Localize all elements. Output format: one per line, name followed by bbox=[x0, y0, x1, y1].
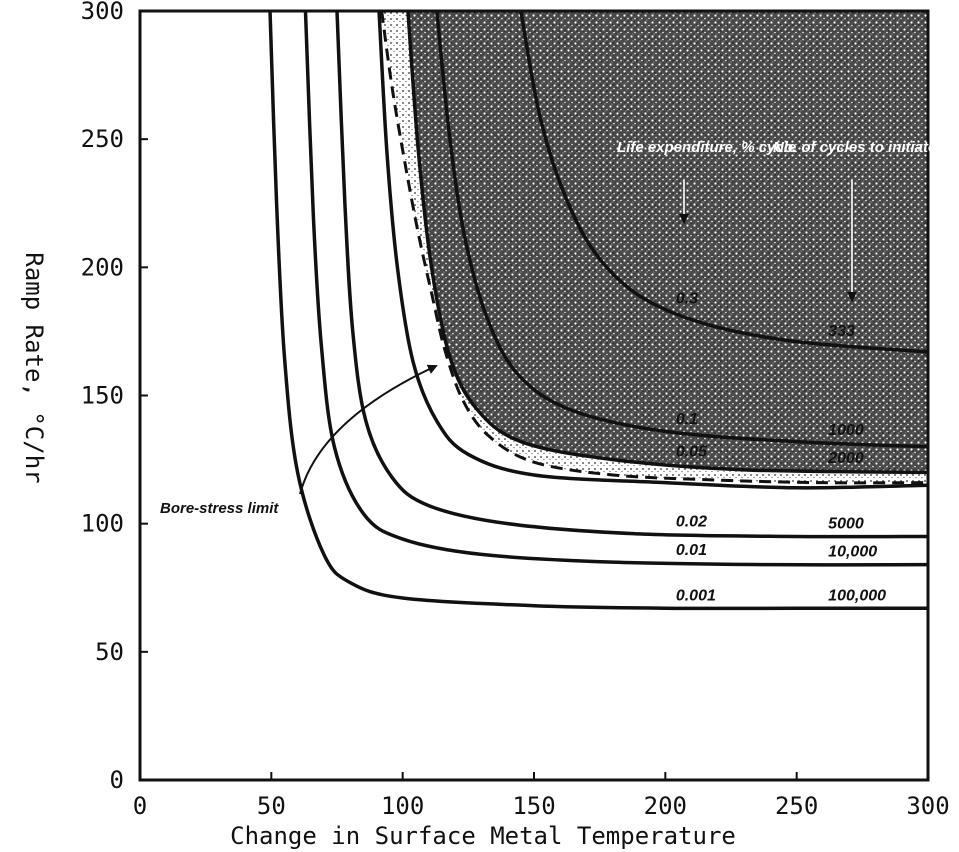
y-tick-label: 100 bbox=[81, 510, 124, 538]
y-tick-label: 50 bbox=[95, 638, 124, 666]
life-expenditure-label: 0.1 bbox=[676, 411, 698, 428]
series-line bbox=[406, 10, 929, 475]
x-tick-label: 300 bbox=[906, 792, 949, 820]
y-tick-label: 0 bbox=[110, 766, 124, 794]
curves bbox=[268, 10, 929, 611]
x-tick-label: 250 bbox=[775, 792, 818, 820]
cycles-label: 5000 bbox=[828, 515, 864, 532]
bore-stress-limit-curve bbox=[380, 10, 929, 485]
shaded-region-dark bbox=[407, 11, 928, 473]
life-expenditure-label: 0.01 bbox=[676, 542, 707, 559]
series-line bbox=[435, 10, 929, 449]
series-line bbox=[519, 10, 929, 354]
y-tick-label: 200 bbox=[81, 253, 124, 281]
x-tick-label: 50 bbox=[257, 792, 286, 820]
x-tick-label: 200 bbox=[644, 792, 687, 820]
bore-stress-annotation: Bore-stress limit bbox=[160, 364, 438, 517]
series-line bbox=[377, 10, 929, 490]
series-line bbox=[268, 10, 928, 611]
y-axis-title: Ramp Rate, °C/hr bbox=[20, 252, 48, 483]
curve-labels: 0.001 100,000 0.01 10,000 0.02 5000 0.05 2000 0.… bbox=[676, 290, 886, 604]
y-tick-label: 300 bbox=[81, 0, 124, 25]
series-line bbox=[335, 10, 929, 539]
shaded-region bbox=[381, 11, 928, 483]
cycles-label: 333 bbox=[828, 323, 855, 340]
y-tick-label: 250 bbox=[81, 125, 124, 153]
bore-stress-label: Bore-stress limit bbox=[160, 500, 279, 517]
life-expenditure-label: 0.05 bbox=[676, 444, 708, 461]
life-expenditure-label: 0.001 bbox=[676, 587, 716, 604]
life-expenditure-label: 0.02 bbox=[676, 514, 707, 531]
series-line bbox=[303, 10, 929, 567]
y-tick-label: 150 bbox=[81, 382, 124, 410]
x-tick-label: 100 bbox=[381, 792, 424, 820]
cycles-label: 2000 bbox=[827, 450, 864, 467]
legend-header: Life expenditure, % cycle No. of cycles … bbox=[617, 139, 959, 302]
x-axis-ticks: 0 50 100 150 200 250 300 bbox=[133, 772, 950, 820]
life-expenditure-label: 0.3 bbox=[676, 290, 698, 307]
cycles-label: 1000 bbox=[828, 422, 864, 439]
x-tick-label: 0 bbox=[133, 792, 147, 820]
legend-cycles-to-crack: No. of cycles to initiate a crack bbox=[773, 139, 959, 156]
bore-stress-arrow bbox=[299, 364, 438, 495]
x-axis-title: Change in Surface Metal Temperature bbox=[230, 822, 736, 850]
cycles-label: 10,000 bbox=[828, 544, 877, 561]
legend-life-expenditure: Life expenditure, % cycle bbox=[617, 139, 796, 156]
x-tick-label: 150 bbox=[512, 792, 555, 820]
cycles-label: 100,000 bbox=[828, 587, 886, 604]
y-axis-ticks: 0 50 100 150 200 250 300 bbox=[81, 0, 148, 794]
